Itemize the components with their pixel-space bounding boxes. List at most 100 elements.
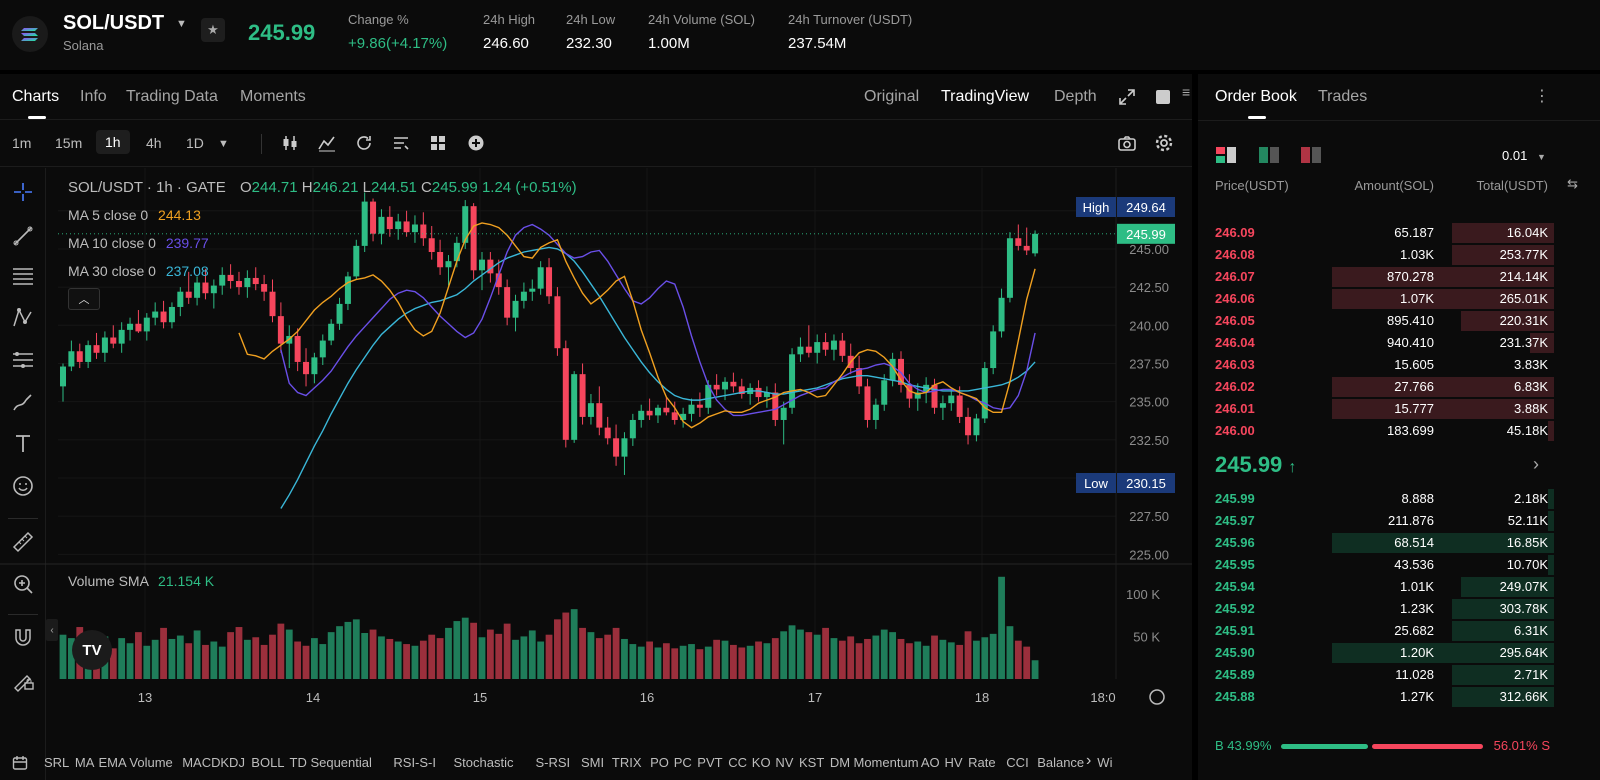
tab-trading-data[interactable]: Trading Data (126, 88, 218, 105)
ask-row[interactable]: 246.03 15.605 3.83K (1198, 354, 1600, 376)
indicator-item[interactable]: DM (829, 755, 851, 770)
layout-square-icon[interactable] (1156, 90, 1170, 104)
indicator-item[interactable]: PO (650, 755, 669, 770)
bid-row[interactable]: 245.89 11.028 2.71K (1198, 664, 1600, 686)
pair-dropdown-icon[interactable]: ▼ (176, 18, 187, 30)
orderbook-menu-icon[interactable]: ⋮ (1534, 88, 1550, 105)
camera-icon[interactable] (1117, 133, 1137, 153)
indicator-item[interactable]: NV (775, 755, 794, 770)
indicator-item[interactable]: HV (944, 755, 963, 770)
view-both-icon[interactable] (1215, 146, 1237, 164)
ruler-icon[interactable] (11, 530, 35, 554)
bid-row[interactable]: 245.90 1.20K 295.64K (1198, 642, 1600, 664)
mid-price[interactable]: 245.99 ↑ (1215, 452, 1296, 478)
ask-row[interactable]: 246.05 895.410 220.31K (1198, 310, 1600, 332)
ask-row[interactable]: 246.07 870.278 214.14K (1198, 266, 1600, 288)
bid-row[interactable]: 245.97 211.876 52.11K (1198, 510, 1600, 532)
indicator-item[interactable]: Wi (1097, 755, 1113, 770)
horizontal-lines-icon[interactable] (11, 264, 35, 288)
bid-row[interactable]: 245.95 43.536 10.70K (1198, 554, 1600, 576)
indicator-item[interactable]: RSI-S-I (393, 755, 437, 770)
bid-row[interactable]: 245.88 1.27K 312.66K (1198, 686, 1600, 708)
view-tab-tradingview[interactable]: TradingView (941, 88, 1030, 105)
indicator-item[interactable]: S-RSI (535, 755, 571, 770)
brush-icon[interactable] (11, 390, 35, 414)
tab-info[interactable]: Info (80, 88, 107, 105)
ask-row[interactable]: 246.00 183.699 45.18K (1198, 420, 1600, 442)
indicator-item[interactable]: KO (751, 755, 771, 770)
bid-row[interactable]: 245.92 1.23K 303.78K (1198, 598, 1600, 620)
chevron-right-icon[interactable]: › (1533, 454, 1539, 474)
ask-row[interactable]: 246.02 27.766 6.83K (1198, 376, 1600, 398)
indicator-item[interactable]: Stochastic (453, 755, 514, 770)
settings-gear-icon[interactable] (1154, 133, 1174, 153)
view-asks-icon[interactable] (1300, 146, 1322, 164)
indicator-item[interactable]: Rate (968, 755, 996, 770)
indicator-item[interactable]: Momentum (853, 755, 919, 770)
indicator-item[interactable]: TRIX (611, 755, 642, 770)
timeframe-1d[interactable]: 1D (186, 135, 204, 151)
swap-arrows-icon[interactable]: ⇆ (1567, 176, 1578, 191)
lock-drawing-icon[interactable] (11, 668, 35, 692)
indicator-item[interactable]: CC (728, 755, 747, 770)
crosshair-icon[interactable] (11, 180, 35, 204)
favorite-star-icon[interactable]: ★ (201, 18, 225, 42)
ask-row[interactable]: 246.09 65.187 16.04K (1198, 222, 1600, 244)
trend-line-icon[interactable] (11, 224, 35, 248)
indicator-scroll-right-icon[interactable]: › (1086, 752, 1092, 769)
bid-row[interactable]: 245.91 25.682 6.31K (1198, 620, 1600, 642)
indicator-item[interactable]: SRL (44, 755, 70, 770)
indicator-item[interactable]: EMA (98, 755, 127, 770)
timeframe-1m[interactable]: 1m (12, 135, 32, 151)
tab-moments[interactable]: Moments (240, 88, 306, 105)
view-tab-original[interactable]: Original (864, 88, 920, 105)
tab-charts[interactable]: Charts (12, 88, 60, 119)
indicators-icon[interactable] (317, 133, 337, 153)
add-plus-icon[interactable] (466, 133, 486, 153)
indicator-item[interactable]: BOLL (251, 755, 285, 770)
ask-row[interactable]: 246.01 15.777 3.88K (1198, 398, 1600, 420)
magnet-icon[interactable] (11, 626, 35, 650)
text-icon[interactable] (11, 432, 35, 456)
menu-lines-icon[interactable]: ≡ (1182, 84, 1191, 100)
bid-row[interactable]: 245.96 68.514 16.85K (1198, 532, 1600, 554)
indicator-item[interactable]: MA (74, 755, 95, 770)
indicator-item[interactable]: AO (920, 755, 940, 770)
bid-row[interactable]: 245.99 8.888 2.18K (1198, 488, 1600, 510)
collapse-legend-chevron-up-icon[interactable]: ︿ (68, 288, 100, 310)
template-icon[interactable] (391, 133, 411, 153)
expand-drawbar-chevron-icon[interactable]: ‹ (46, 619, 58, 641)
fibonacci-icon[interactable] (11, 348, 35, 372)
indicator-item[interactable]: KDJ (220, 755, 245, 770)
indicator-item[interactable]: MACD (182, 755, 221, 770)
view-bids-icon[interactable] (1258, 146, 1280, 164)
indicator-item[interactable]: Volume (129, 755, 173, 770)
precision-select[interactable]: 0.01 ▼ (1502, 148, 1546, 163)
timeframe-1h[interactable]: 1h (96, 130, 130, 154)
indicator-item[interactable]: CCI (1006, 755, 1029, 770)
candle-type-icon[interactable] (280, 133, 300, 153)
price-chart[interactable]: 247.50245.00242.50240.00237.50235.00232.… (0, 74, 1192, 780)
ask-row[interactable]: 246.08 1.03K 253.77K (1198, 244, 1600, 266)
view-tab-depth[interactable]: Depth (1054, 88, 1097, 105)
timeframe-4h[interactable]: 4h (146, 135, 162, 151)
fullscreen-icon[interactable] (1118, 88, 1136, 106)
tab-order-book[interactable]: Order Book (1215, 88, 1297, 119)
pattern-icon[interactable] (11, 306, 35, 330)
indicator-item[interactable]: PC (673, 755, 692, 770)
indicator-item[interactable]: SMI (581, 755, 605, 770)
timeframe-dropdown-icon[interactable]: ▼ (218, 138, 229, 150)
indicator-item[interactable]: Balance (1037, 755, 1085, 770)
ask-row[interactable]: 246.06 1.07K 265.01K (1198, 288, 1600, 310)
indicator-item[interactable]: TD Sequential (289, 755, 372, 770)
tab-trades[interactable]: Trades (1318, 88, 1368, 105)
indicator-item[interactable]: KST (799, 755, 825, 770)
calendar-icon[interactable] (12, 755, 28, 771)
zoom-in-icon[interactable] (11, 572, 35, 596)
timeframe-15m[interactable]: 15m (55, 135, 83, 151)
bid-row[interactable]: 245.94 1.01K 249.07K (1198, 576, 1600, 598)
pair-title[interactable]: SOL/USDT (63, 12, 165, 34)
replay-icon[interactable] (354, 133, 374, 153)
indicator-item[interactable]: PVT (697, 755, 723, 770)
emoji-icon[interactable] (11, 474, 35, 498)
